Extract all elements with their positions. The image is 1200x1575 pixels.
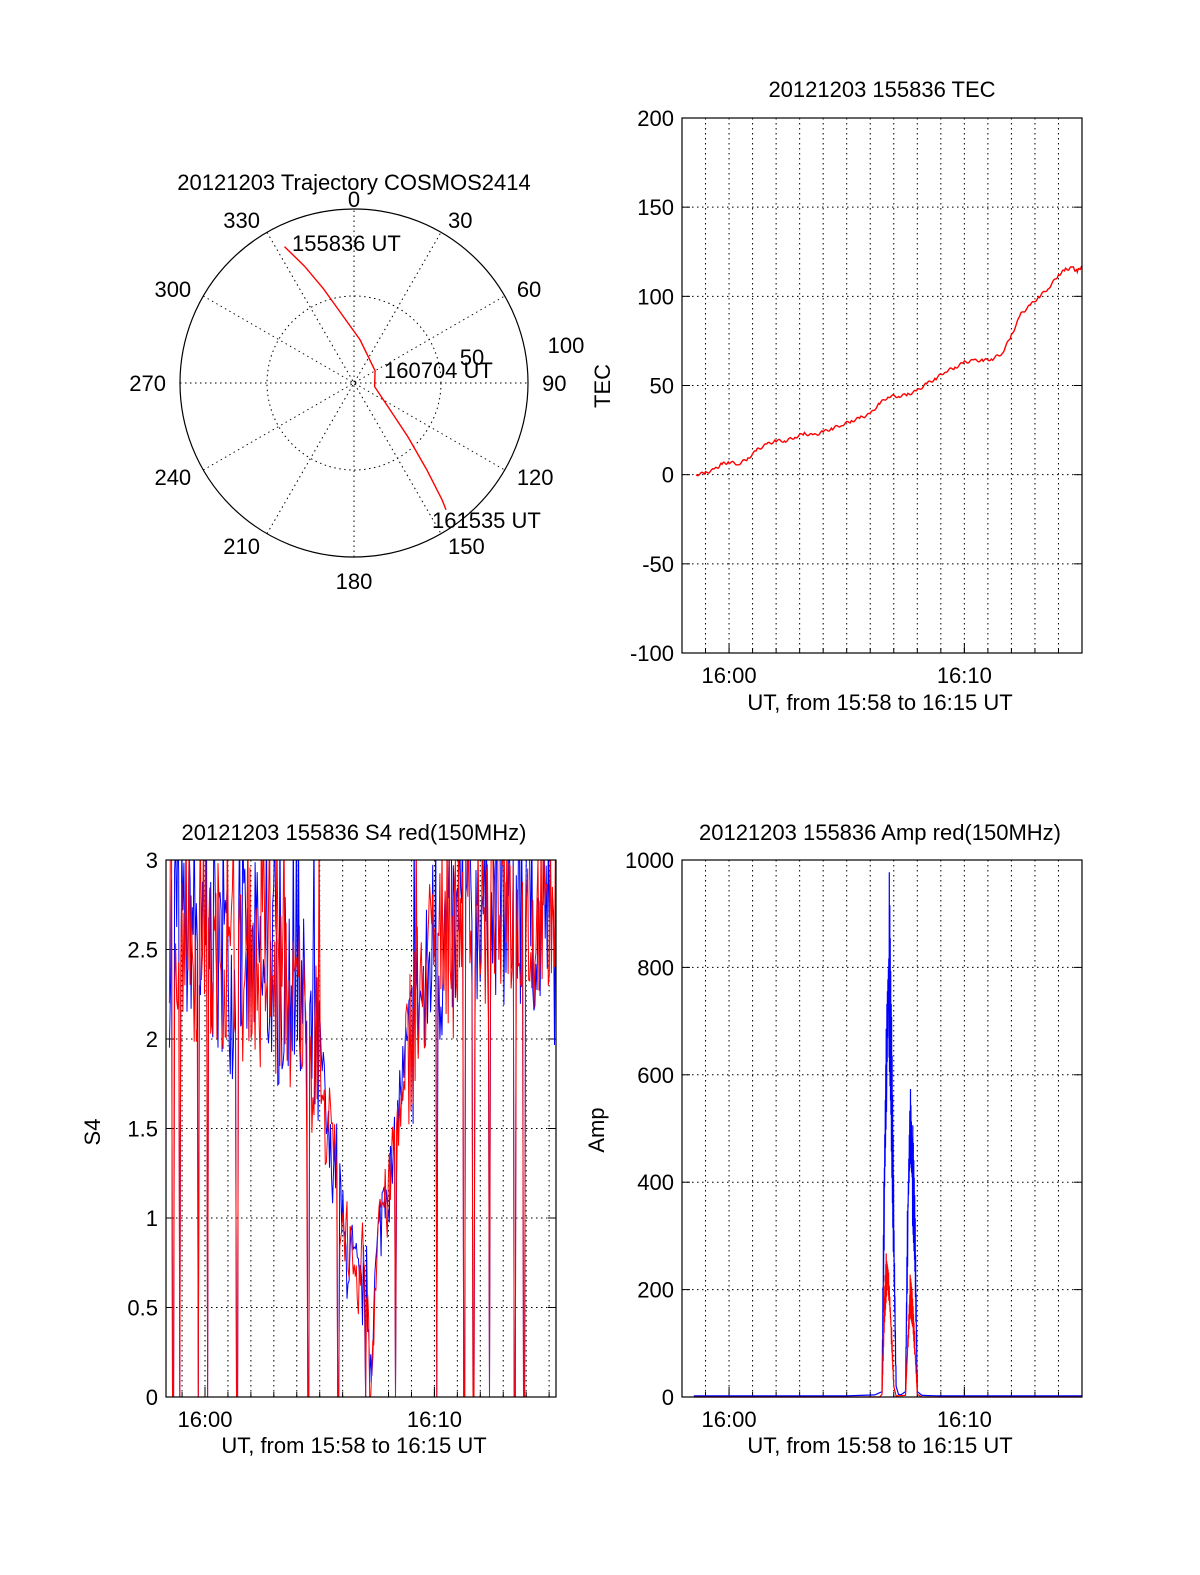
trajectory-chart: 20121203 Trajectory COSMOS2414 0 30 60 90 12… xyxy=(129,170,584,594)
tec-ylabel: TEC xyxy=(590,364,615,408)
tec-ytick-label: 150 xyxy=(637,195,674,220)
s4-xtick-label: 16:00 xyxy=(177,1407,232,1432)
azimuth-label: 300 xyxy=(154,277,191,302)
s4-ytick-label: 0 xyxy=(146,1385,158,1410)
trajectory-mid-label: 160704 UT xyxy=(384,358,493,383)
s4-ylabel: S4 xyxy=(80,1119,105,1146)
trajectory-title: 20121203 Trajectory COSMOS2414 xyxy=(177,170,530,195)
trajectory-outer-ring xyxy=(179,208,529,558)
s4-ytick-label: 2 xyxy=(146,1027,158,1052)
trajectory-start-label: 155836 UT xyxy=(292,231,401,256)
amp-xtick-label: 16:10 xyxy=(937,1407,992,1432)
tec-xtick-label: 16:00 xyxy=(702,663,757,688)
trajectory-spoke xyxy=(266,232,442,534)
tec-ytick-label: -100 xyxy=(630,641,674,666)
tec-series-line xyxy=(695,265,1083,477)
s4-red-series xyxy=(168,860,556,1397)
tec-title: 20121203 155836 TEC xyxy=(768,77,995,102)
azimuth-label: 330 xyxy=(223,208,260,233)
azimuth-label: 120 xyxy=(517,465,554,490)
tec-ytick-label: 100 xyxy=(637,284,674,309)
amp-xlabel: UT, from 15:58 to 16:15 UT xyxy=(747,1433,1012,1458)
trajectory-inner-ring xyxy=(266,295,442,471)
radial-label-100: 100 xyxy=(548,333,585,358)
amp-ytick-label: 400 xyxy=(637,1170,674,1195)
tec-frame xyxy=(681,117,1083,654)
trajectory-spoke xyxy=(203,295,505,471)
trajectory-line xyxy=(284,246,447,510)
s4-ytick-label: 2.5 xyxy=(127,938,158,963)
azimuth-label: 240 xyxy=(154,465,191,490)
amp-ytick-label: 600 xyxy=(637,1063,674,1088)
tec-xlabel: UT, from 15:58 to 16:15 UT xyxy=(747,690,1012,715)
azimuth-label: 150 xyxy=(448,534,485,559)
s4-ytick-label: 1 xyxy=(146,1206,158,1231)
tec-chart: 20121203 155836 TEC -100 -50 0 50 100 150 200 1… xyxy=(590,77,1083,715)
amp-frame xyxy=(681,859,1083,1398)
azimuth-label: 30 xyxy=(448,208,472,233)
s4-ytick-label: 0.5 xyxy=(127,1296,158,1321)
s4-blue-series xyxy=(168,860,556,1397)
amp-blue-series xyxy=(693,872,1082,1397)
azimuth-label: 180 xyxy=(336,569,373,594)
azimuth-label: 270 xyxy=(129,371,166,396)
amp-ytick-label: 1000 xyxy=(625,848,674,873)
amp-chart: 20121203 155836 Amp red(150MHz) 0 200 400 6… xyxy=(584,820,1083,1458)
tec-ytick-label: 50 xyxy=(650,374,674,399)
s4-ytick-label: 1.5 xyxy=(127,1117,158,1142)
trajectory-spoke xyxy=(203,295,505,471)
amp-title: 20121203 155836 Amp red(150MHz) xyxy=(699,820,1061,845)
tec-xtick-label: 16:10 xyxy=(937,663,992,688)
s4-title: 20121203 155836 S4 red(150MHz) xyxy=(182,820,527,845)
azimuth-label: 0 xyxy=(348,187,360,212)
trajectory-end-label: 161535 UT xyxy=(432,508,541,533)
amp-ytick-label: 0 xyxy=(662,1385,674,1410)
s4-xtick-label: 16:10 xyxy=(407,1407,462,1432)
radial-label-50: 50 xyxy=(460,345,484,370)
tec-ytick-label: -50 xyxy=(642,552,674,577)
tec-ytick-label: 0 xyxy=(662,463,674,488)
s4-xlabel: UT, from 15:58 to 16:15 UT xyxy=(221,1433,486,1458)
azimuth-label: 60 xyxy=(517,277,541,302)
s4-ytick-label: 3 xyxy=(146,848,158,873)
trajectory-spoke xyxy=(266,232,442,534)
amp-ytick-label: 800 xyxy=(637,955,674,980)
s4-frame xyxy=(165,859,557,1398)
azimuth-label: 90 xyxy=(542,371,566,396)
s4-chart: 20121203 155836 S4 red(150MHz) 0 0.5 1 1.5 2… xyxy=(80,820,557,1458)
amp-xtick-label: 16:00 xyxy=(702,1407,757,1432)
amp-red-series xyxy=(693,1253,1082,1398)
azimuth-label: 210 xyxy=(223,534,260,559)
tec-ytick-label: 200 xyxy=(637,106,674,131)
amp-ytick-label: 200 xyxy=(637,1278,674,1303)
amp-ylabel: Amp xyxy=(584,1107,609,1152)
